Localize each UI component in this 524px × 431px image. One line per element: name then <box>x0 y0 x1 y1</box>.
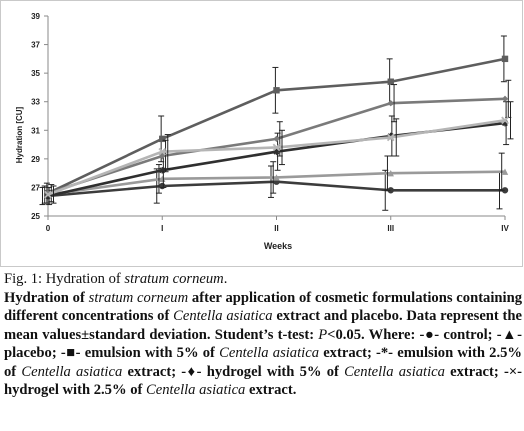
data-point <box>273 135 280 143</box>
caption-italic-1: stratum corneum <box>88 289 189 306</box>
caption-text-1: Hydration of <box>4 289 89 306</box>
caption-title: Fig. 1: Hydration of stratum corneum. <box>4 270 522 289</box>
data-point <box>44 189 52 197</box>
data-point <box>501 187 509 194</box>
x-tick-label: 0 <box>46 224 51 233</box>
x-tick-label: III <box>387 224 394 233</box>
data-point <box>273 87 280 94</box>
figure-caption: Fig. 1: Hydration of stratum corneum. Hy… <box>4 270 522 400</box>
data-point <box>501 55 509 63</box>
data-point <box>501 116 509 125</box>
data-point <box>159 152 166 160</box>
data-point <box>158 147 167 156</box>
data-point <box>272 143 281 152</box>
caption-italic-4: Centella asiatica <box>219 345 319 361</box>
caption-text-3: extract and placebo. Data represent the … <box>4 308 522 343</box>
caption-text-5: extract; -*- emulsion with 2.5% of <box>4 345 522 380</box>
x-tick-label: II <box>274 224 278 233</box>
caption-title-end: . <box>223 271 228 287</box>
data-point <box>273 174 280 181</box>
data-point <box>386 133 395 142</box>
y-tick-label: 27 <box>31 183 40 192</box>
series-diamond <box>44 79 512 203</box>
y-tick-label: 29 <box>31 155 40 164</box>
x-tick-label: I <box>161 224 163 233</box>
y-axis-label: Hydration [CU] <box>15 106 24 163</box>
caption-text-8: extract. <box>245 382 297 398</box>
caption-description: Hydration of stratum corneum after appli… <box>4 289 522 400</box>
chart-area: 25 27 29 31 33 35 37 39 0 I II III IV Hydration [CU]… <box>0 0 523 267</box>
data-point <box>501 119 509 127</box>
chart-frame <box>0 0 523 267</box>
caption-italic-6: Centella asiatica <box>344 363 445 380</box>
data-point <box>273 148 280 155</box>
data-point <box>387 169 394 177</box>
data-point <box>44 190 52 199</box>
y-tick-label: 25 <box>31 212 40 221</box>
y-tick-label: 39 <box>31 12 40 21</box>
caption-italic-3: P <box>318 326 328 343</box>
data-point <box>387 78 394 85</box>
data-point <box>387 187 394 194</box>
series-cross <box>44 101 514 204</box>
caption-italic-2: Centella asiatica <box>173 308 273 324</box>
x-tick-label: IV <box>501 224 509 233</box>
data-point <box>501 168 509 175</box>
caption-text-6: extract; -♦- hydrogel with 5% of <box>122 363 345 380</box>
series-group <box>39 35 514 211</box>
y-tick-label: 37 <box>31 41 40 50</box>
caption-text-4: <0.05. Where: -●- control; -▲- placebo; … <box>4 326 522 362</box>
y-tick-label: 35 <box>31 69 40 78</box>
caption-title-italic: stratum corneum <box>124 271 224 287</box>
x-axis-label: Weeks <box>264 241 292 251</box>
data-point <box>159 167 166 174</box>
caption-italic-7: Centella asiatica <box>146 382 246 398</box>
data-point <box>387 132 394 140</box>
caption-text-2: after application of cosmetic formulatio… <box>4 289 522 325</box>
data-point <box>387 99 394 107</box>
data-point <box>501 95 509 103</box>
data-point <box>159 135 166 143</box>
caption-title-text: Fig. 1: Hydration of <box>4 271 125 287</box>
y-tick-label: 31 <box>31 126 40 135</box>
caption-italic-5: Centella asiatica <box>21 363 123 380</box>
y-tick-label: 33 <box>31 98 40 107</box>
caption-text-7: extract; -×-hydrogel with 2.5% of <box>4 363 522 399</box>
